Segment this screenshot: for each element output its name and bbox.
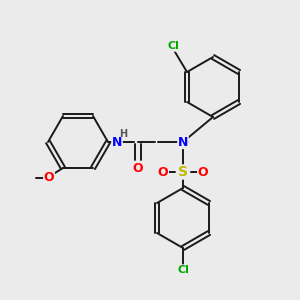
- Text: N: N: [112, 136, 122, 148]
- Text: Cl: Cl: [177, 265, 189, 275]
- Text: N: N: [178, 136, 188, 148]
- Text: O: O: [44, 172, 54, 184]
- Text: O: O: [198, 166, 208, 178]
- Text: H: H: [119, 129, 127, 139]
- Text: S: S: [178, 165, 188, 179]
- Text: Cl: Cl: [167, 41, 179, 51]
- Text: O: O: [133, 161, 143, 175]
- Text: O: O: [158, 166, 168, 178]
